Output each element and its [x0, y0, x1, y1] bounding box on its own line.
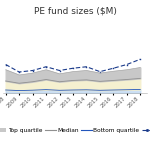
Legend: Top quartile, Median, Bottom quartile, : Top quartile, Median, Bottom quartile,	[0, 125, 150, 135]
Title: PE fund sizes ($M): PE fund sizes ($M)	[34, 7, 116, 16]
